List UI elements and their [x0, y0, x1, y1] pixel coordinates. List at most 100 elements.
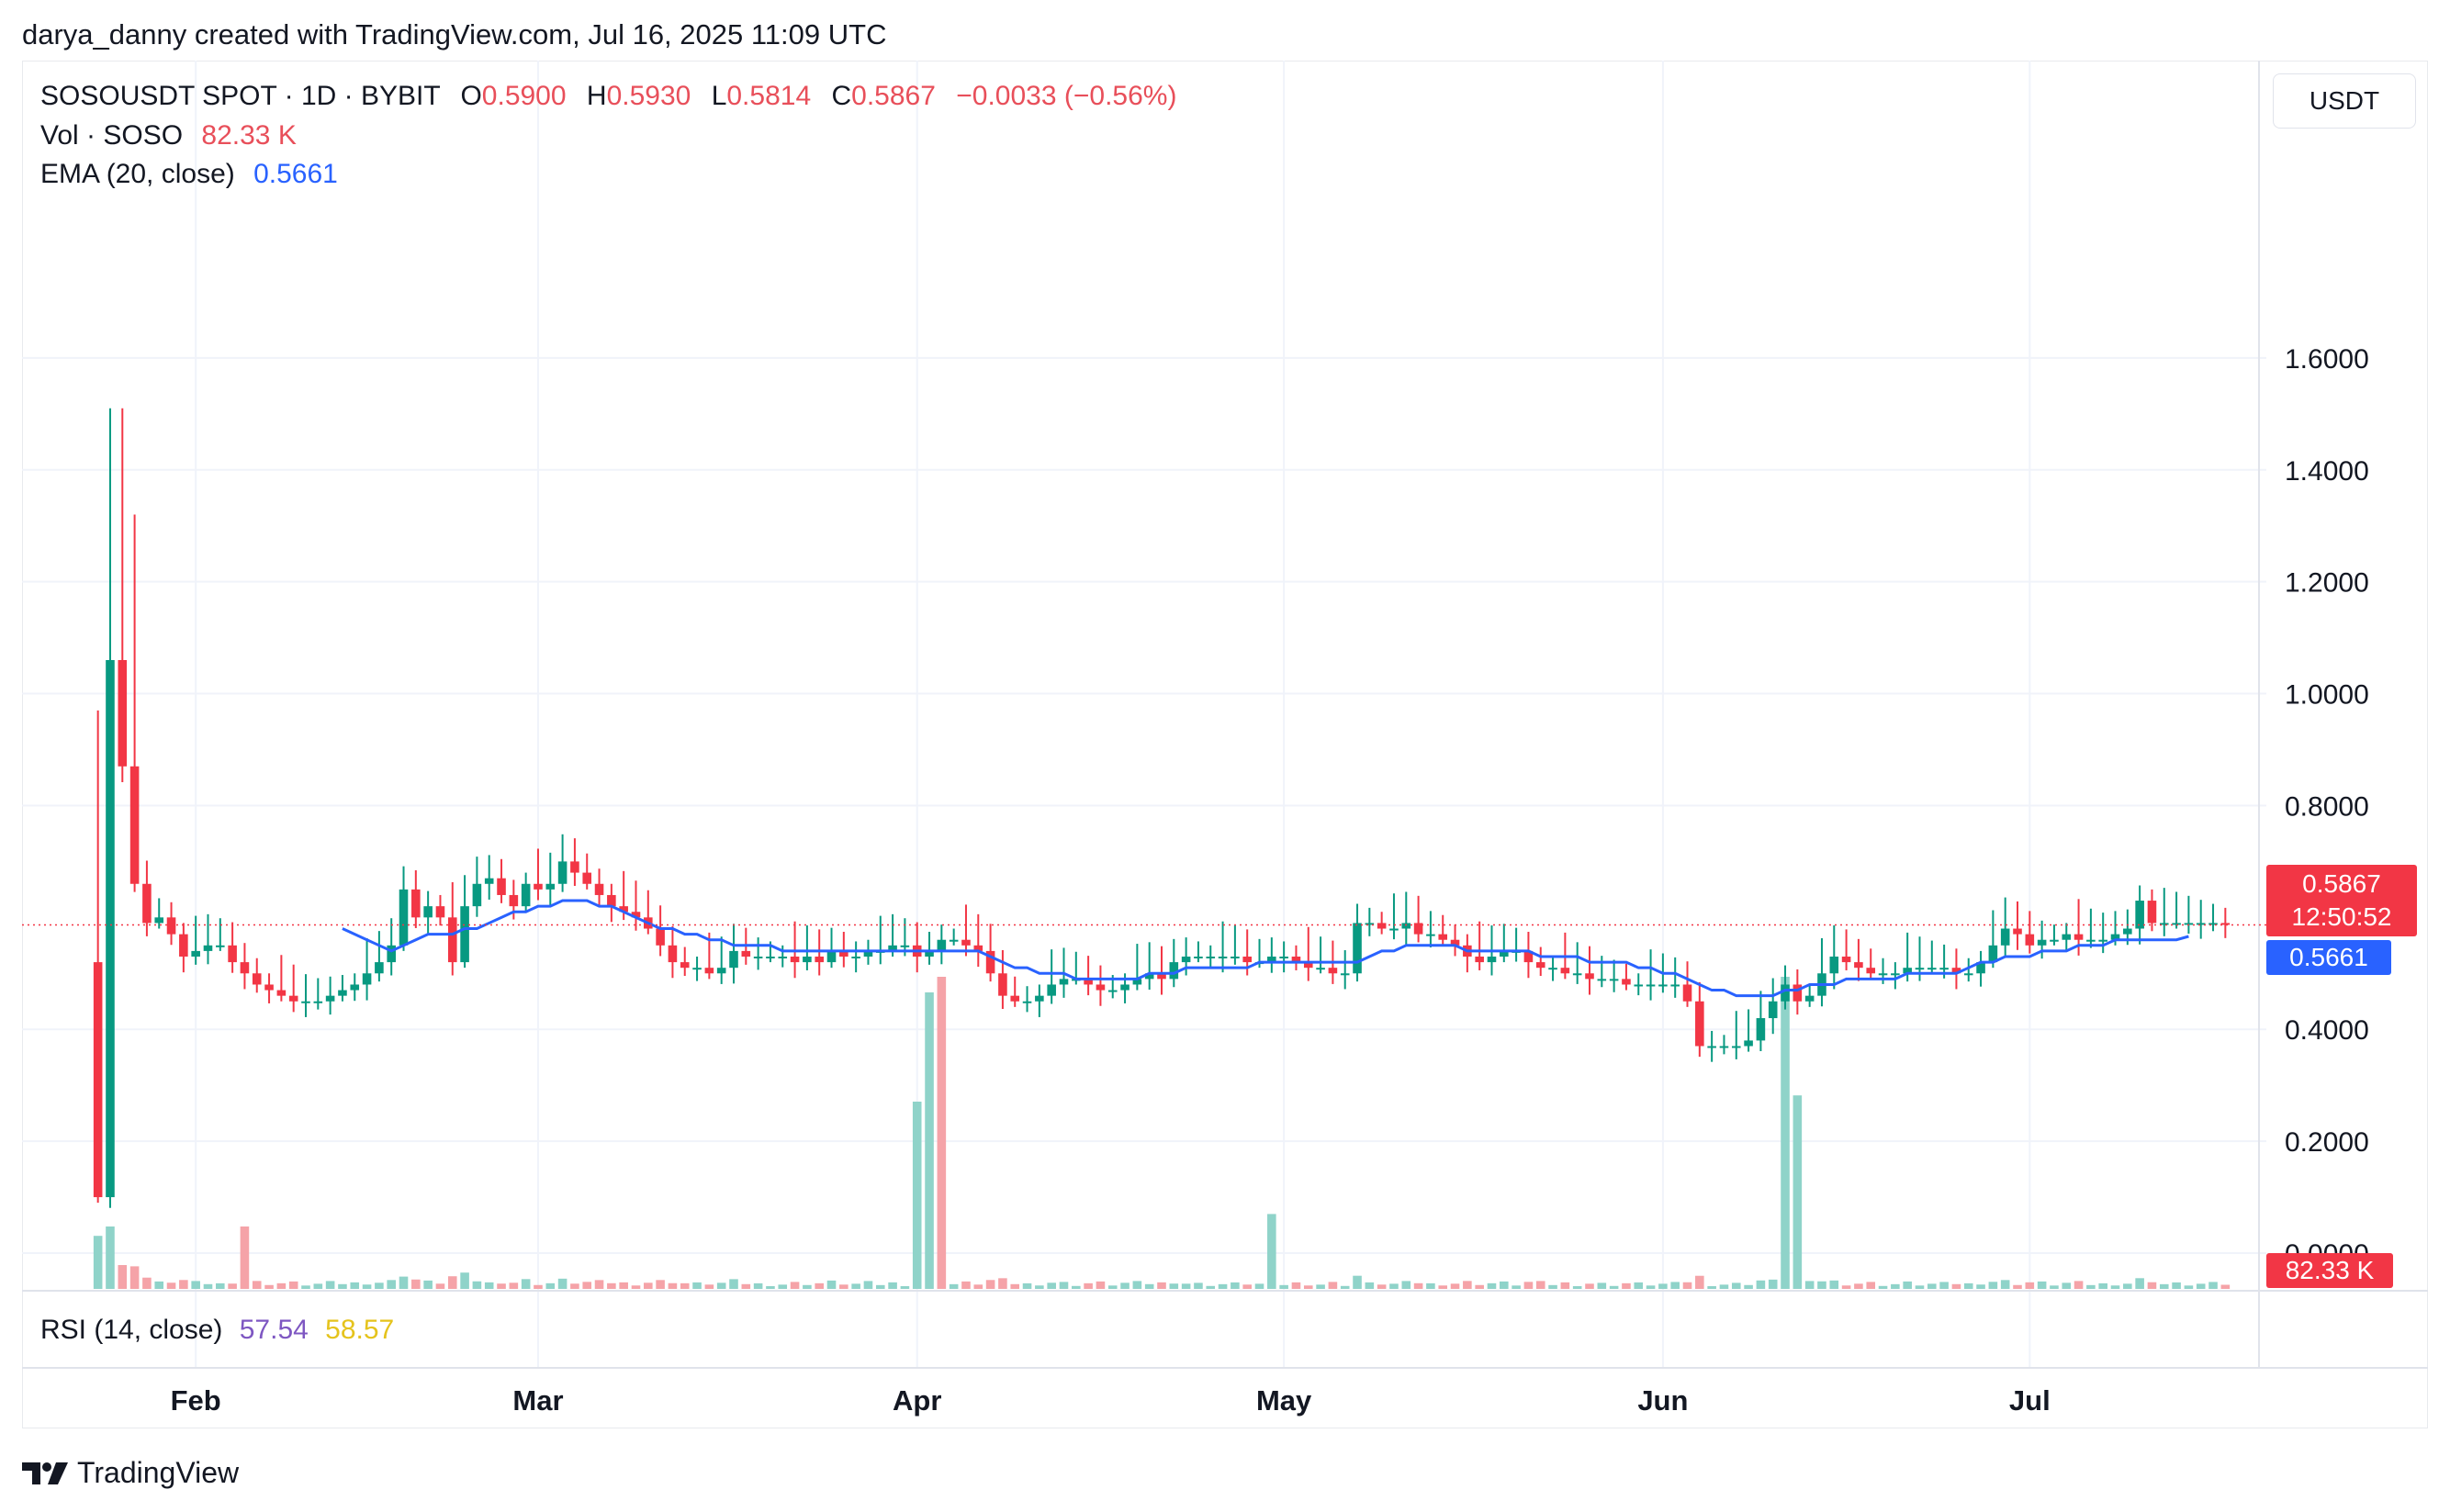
volume-bar	[631, 1285, 641, 1289]
candle-body	[753, 956, 763, 958]
candle-body	[1829, 956, 1839, 974]
candle-body	[1535, 962, 1545, 969]
candle-body	[1231, 956, 1240, 958]
volume-bar	[1756, 1280, 1766, 1289]
low-value: 0.5814	[726, 81, 812, 111]
candle-body	[1585, 973, 1594, 980]
candle-body	[1426, 934, 1435, 936]
candle-body	[1597, 979, 1607, 981]
volume-bar	[1829, 1280, 1839, 1289]
x-tick-label: Feb	[171, 1384, 221, 1417]
chart-frame	[22, 61, 2428, 1428]
candle-body	[1107, 990, 1118, 992]
volume-bar	[1731, 1282, 1741, 1289]
volume-bar	[387, 1280, 396, 1289]
candle-body	[1719, 1046, 1729, 1048]
volume-bar	[1658, 1283, 1668, 1289]
volume-bar	[1340, 1285, 1350, 1289]
volume-bar	[484, 1282, 494, 1289]
candle-body	[1963, 973, 1973, 976]
volume-bar	[447, 1276, 457, 1289]
candle-body	[1939, 968, 1949, 970]
volume-label[interactable]: Vol · SOSO	[40, 120, 184, 151]
volume-bar	[1206, 1285, 1216, 1289]
currency-button[interactable]: USDT	[2273, 73, 2416, 129]
volume-bar	[1267, 1214, 1276, 1289]
ema-label[interactable]: EMA (20, close)	[40, 159, 235, 189]
last-price-tag: 0.5867 12:50:52	[2266, 865, 2417, 936]
candle-body	[1413, 923, 1423, 935]
candle-body	[1487, 956, 1497, 963]
candle-body	[2123, 928, 2132, 935]
candle-body	[619, 906, 628, 913]
rsi-value: 57.54	[239, 1315, 309, 1345]
candle-body	[692, 968, 702, 970]
candle-body	[888, 945, 897, 951]
volume-bar	[1903, 1281, 1912, 1289]
volume-bar	[900, 1286, 910, 1289]
volume-bar	[1622, 1282, 1631, 1289]
volume-tag: 82.33 K	[2266, 1253, 2393, 1288]
volume-bar	[106, 1226, 115, 1289]
volume-bar	[2037, 1281, 2047, 1289]
volume-bar	[435, 1283, 445, 1289]
candle-body	[179, 934, 188, 957]
candle-body	[1267, 956, 1276, 963]
volume-bar	[93, 1236, 103, 1289]
candle-body	[1096, 984, 1106, 991]
x-tick-label: Jun	[1637, 1384, 1688, 1417]
rsi-label[interactable]: RSI (14, close)	[40, 1315, 223, 1345]
candle-body	[1279, 956, 1288, 958]
candle-body	[570, 861, 579, 873]
volume-bar	[1072, 1285, 1081, 1289]
volume-bar	[1634, 1282, 1644, 1289]
candle-body	[93, 962, 103, 1198]
volume-bar	[1059, 1282, 1069, 1289]
volume-bar	[2098, 1282, 2107, 1289]
candle-body	[607, 894, 616, 907]
candle-body	[1438, 934, 1448, 940]
candle-body	[497, 878, 506, 895]
candle-body	[1022, 1001, 1032, 1003]
candle-body	[1548, 968, 1557, 970]
candle-body	[387, 945, 396, 963]
ema-price-tag: 0.5661	[2266, 940, 2391, 975]
tradingview-logo[interactable]: TradingView	[22, 1456, 239, 1490]
candle-body	[1707, 1046, 1716, 1048]
volume-bar	[2062, 1282, 2072, 1289]
candle-body	[741, 950, 751, 957]
candle-body	[557, 861, 568, 884]
volume-bar	[582, 1282, 592, 1289]
volume-bar	[411, 1279, 421, 1289]
candle-body	[534, 883, 543, 890]
volume-bar	[362, 1284, 372, 1289]
candle-body	[2074, 934, 2084, 940]
volume-bar	[1413, 1282, 1423, 1289]
volume-bar	[753, 1282, 763, 1289]
candle-body	[1646, 984, 1656, 987]
candle-body	[1793, 984, 1803, 1002]
volume-bar	[2208, 1282, 2218, 1289]
candle-body	[521, 883, 531, 907]
volume-bar	[2013, 1284, 2022, 1289]
volume-bar	[2184, 1285, 2194, 1289]
volume-bar	[2000, 1280, 2010, 1289]
ema-legend: EMA (20, close) 0.5661	[40, 159, 338, 190]
candle-body	[1120, 984, 1129, 991]
candle-body	[154, 917, 164, 924]
volume-bar	[1144, 1283, 1154, 1289]
candle-body	[1181, 956, 1191, 963]
volume-bar	[1915, 1285, 1925, 1289]
volume-bar	[570, 1283, 579, 1289]
candle-body	[2147, 901, 2157, 924]
open-label: O	[460, 81, 482, 111]
symbol-label[interactable]: SOSOUSDT SPOT · 1D · BYBIT	[40, 81, 441, 111]
candle-body	[106, 659, 115, 1198]
volume-bar	[1035, 1285, 1044, 1289]
volume-bar	[2147, 1282, 2157, 1289]
volume-bar	[644, 1282, 653, 1289]
candle-body	[1891, 973, 1900, 976]
candle-body	[142, 883, 152, 924]
volume-bar	[1793, 1095, 1803, 1289]
